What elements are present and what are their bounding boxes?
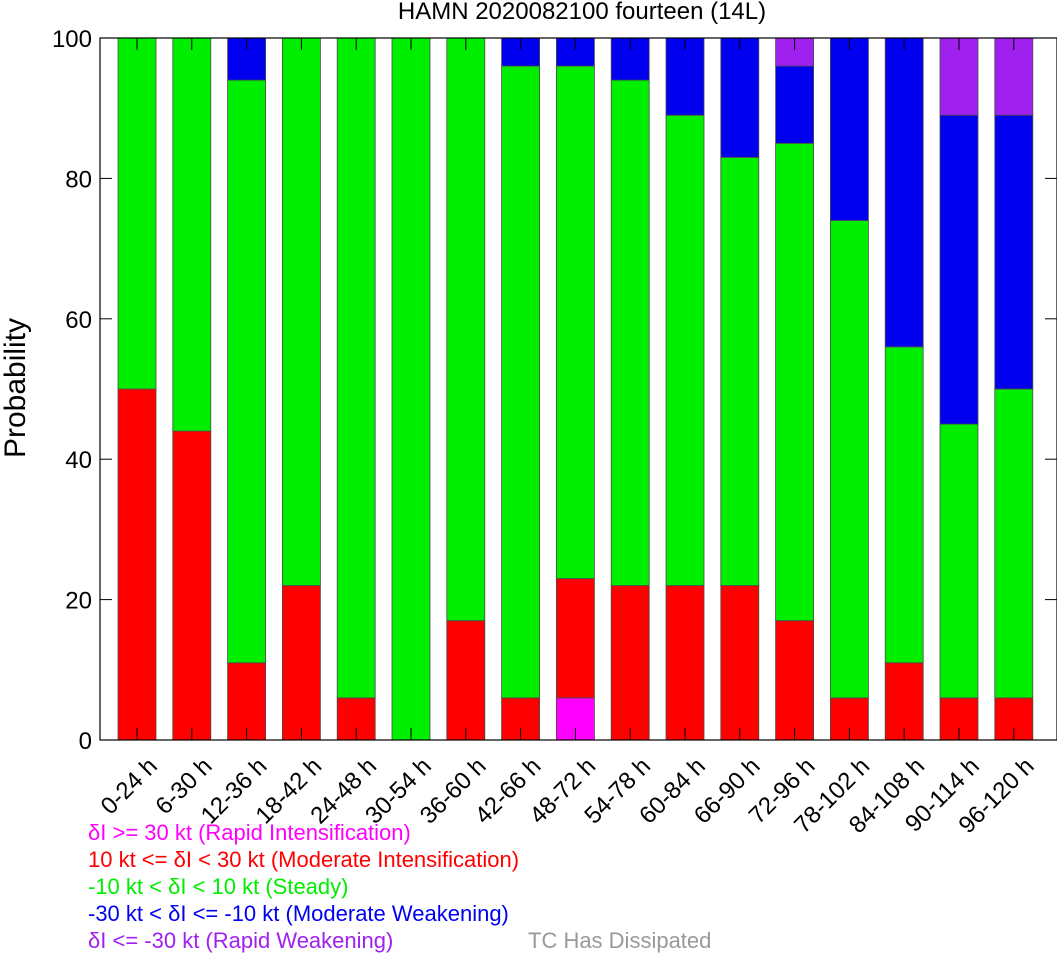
bar-segment — [172, 430, 212, 741]
plot-frame — [99, 37, 1057, 741]
y-tick-label: 0 — [79, 728, 92, 755]
bar-segment — [501, 65, 541, 699]
bar-segment — [610, 79, 650, 586]
bar-segment — [884, 662, 924, 741]
bar-segment — [117, 37, 157, 390]
bar-segment — [227, 79, 267, 664]
bar-segment — [720, 585, 760, 741]
legend-item: 10 kt <= δI < 30 kt (Moderate Intensific… — [88, 847, 519, 872]
bar-segment — [775, 142, 814, 622]
y-tick-label: 20 — [65, 588, 92, 615]
bar-segment — [884, 346, 924, 664]
bar-segment — [994, 37, 1034, 116]
legend-item: δI <= -30 kt (Rapid Weakening) — [88, 928, 393, 953]
bar-segment — [939, 423, 979, 699]
bar-segment — [227, 662, 267, 741]
bar-segment — [446, 620, 486, 741]
bar-segment — [336, 37, 376, 699]
bar-segment — [884, 37, 924, 348]
legend: δI >= 30 kt (Rapid Intensification)10 kt… — [88, 820, 711, 953]
y-tick-label: 40 — [65, 447, 92, 474]
bar-segment — [720, 156, 760, 586]
bar-segment — [994, 388, 1034, 699]
x-tick-label: 0-24 h — [96, 753, 163, 820]
bar-segment — [117, 388, 157, 741]
bar-segment — [446, 37, 486, 622]
bar-segment — [775, 620, 814, 741]
bar-segment — [665, 585, 705, 741]
bar-segment — [939, 114, 979, 425]
legend-item: -10 kt < δI < 10 kt (Steady) — [88, 874, 348, 899]
y-tick-label: 100 — [52, 26, 92, 53]
y-axis-ticks: 0 20 40 60 80 100 — [52, 26, 1057, 755]
bar-segment — [172, 37, 212, 432]
legend-item: -30 kt < δI <= -10 kt (Moderate Weakenin… — [88, 901, 509, 926]
bar-segment — [610, 585, 650, 741]
bar-segment — [556, 578, 595, 699]
bar-segment — [775, 65, 814, 144]
bar-segment — [830, 220, 869, 699]
legend-item: δI >= 30 kt (Rapid Intensification) — [88, 820, 411, 845]
bar-segment — [830, 37, 869, 221]
bar-segment — [281, 585, 321, 741]
bar-segment — [994, 114, 1034, 390]
y-axis-label: Probability — [0, 318, 32, 458]
bar-segment — [556, 65, 595, 579]
bar-segment — [720, 37, 760, 158]
chart-title: HAMN 2020082100 fourteen (14L) — [398, 0, 766, 25]
bars-group — [117, 37, 1034, 741]
legend-item: TC Has Dissipated — [528, 928, 711, 953]
bar-segment — [501, 37, 541, 67]
y-tick-label: 60 — [65, 307, 92, 334]
bar-segment — [391, 37, 431, 741]
y-tick-label: 80 — [65, 166, 92, 193]
bar-segment — [281, 37, 321, 586]
bar-segment — [665, 114, 705, 586]
bar-segment — [665, 37, 705, 116]
